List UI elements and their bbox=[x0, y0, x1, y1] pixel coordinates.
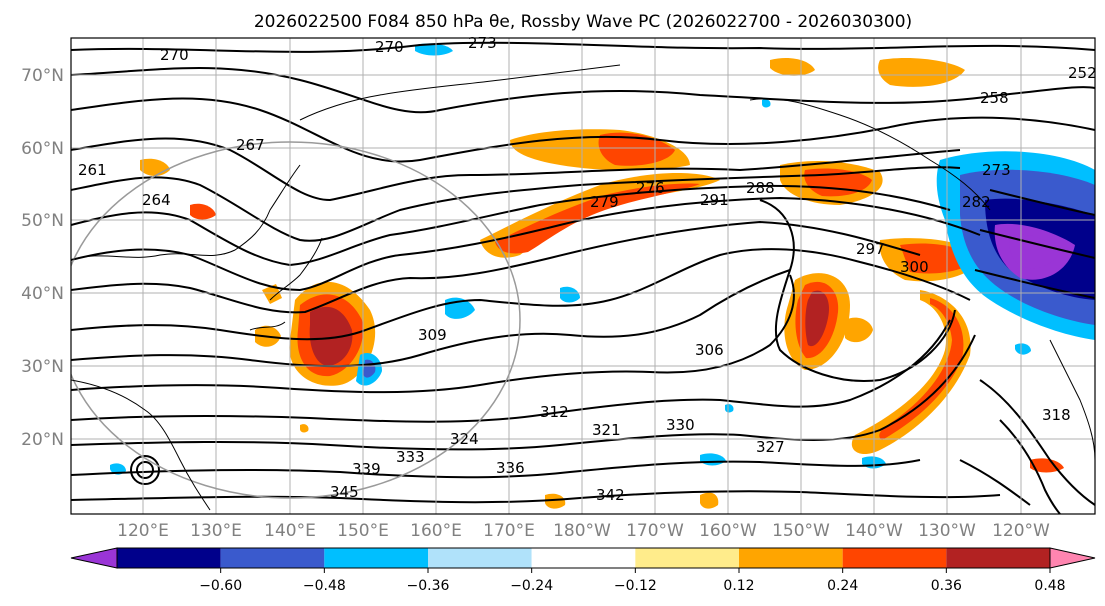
contour-label: 306 bbox=[695, 341, 724, 359]
contour-label: 279 bbox=[590, 193, 619, 211]
contour-label: 333 bbox=[396, 448, 425, 466]
colorbar-segment bbox=[117, 548, 221, 568]
theta-e-contours bbox=[71, 41, 1095, 514]
contour-label: 327 bbox=[756, 438, 785, 456]
lat-label: 30°N bbox=[21, 357, 64, 377]
lat-label: 20°N bbox=[21, 430, 64, 450]
contour-label: 276 bbox=[636, 179, 665, 197]
contour-label: 270 bbox=[160, 46, 189, 64]
map-frame bbox=[70, 37, 1096, 515]
graticule bbox=[71, 38, 1095, 514]
contour-label: 261 bbox=[78, 161, 107, 179]
contour-label: 309 bbox=[418, 326, 447, 344]
contour-label: 264 bbox=[142, 191, 171, 209]
contour-label: 339 bbox=[352, 460, 381, 478]
lat-label: 70°N bbox=[21, 66, 64, 86]
colorbar-tick-label: −0.60 bbox=[199, 578, 242, 594]
contour-label: 252 bbox=[1068, 64, 1097, 82]
contour-label: 321 bbox=[592, 421, 621, 439]
colorbar-segment bbox=[635, 548, 739, 568]
contour-label: 258 bbox=[980, 89, 1009, 107]
lat-label: 40°N bbox=[21, 284, 64, 304]
colorbar-tick-label: −0.24 bbox=[510, 578, 553, 594]
lon-label: 170°E bbox=[483, 521, 535, 541]
lon-label: 140°E bbox=[264, 521, 316, 541]
colorbar-segment bbox=[531, 548, 636, 568]
lon-label: 130°E bbox=[190, 521, 242, 541]
colorbar-tick-label: 0.12 bbox=[723, 578, 754, 594]
colorbar-tick-label: −0.12 bbox=[614, 578, 657, 594]
colorbar-extend-low bbox=[70, 547, 118, 569]
anomaly-shading bbox=[110, 43, 1095, 509]
colorbar-segment bbox=[428, 548, 532, 568]
colorbar-tick-label: 0.48 bbox=[1034, 578, 1065, 594]
contour-label: 330 bbox=[666, 416, 695, 434]
contour-label: 300 bbox=[900, 258, 929, 276]
contour-label: 318 bbox=[1042, 406, 1071, 424]
lon-label: 150°E bbox=[337, 521, 389, 541]
colorbar-tick-label: −0.36 bbox=[407, 578, 450, 594]
colorbar-segment bbox=[739, 548, 843, 568]
colorbar-segment bbox=[324, 548, 428, 568]
lon-label: 120°E bbox=[117, 521, 169, 541]
lon-label: 160°E bbox=[410, 521, 462, 541]
colorbar-segment bbox=[220, 548, 325, 568]
figure-title: 2026022500 F084 850 hPa θe, Rossby Wave … bbox=[254, 12, 912, 32]
contour-label: 270 bbox=[375, 38, 404, 56]
colorbar-tick-label: 0.36 bbox=[931, 578, 962, 594]
contour-label: 273 bbox=[982, 161, 1011, 179]
colorbar-tick-label: −0.48 bbox=[303, 578, 346, 594]
longitude-labels: 120°E 130°E 140°E 150°E 160°E 170°E 180°… bbox=[117, 521, 1050, 541]
colorbar-segment bbox=[842, 548, 947, 568]
lon-label: 150°W bbox=[772, 521, 830, 541]
contour-label: 312 bbox=[540, 403, 569, 421]
contour-label: 288 bbox=[746, 179, 775, 197]
lon-label: 140°W bbox=[845, 521, 903, 541]
colorbar-tick-label: 0.24 bbox=[827, 578, 858, 594]
colorbar-frame bbox=[116, 547, 1051, 569]
coastlines bbox=[71, 64, 1095, 511]
contour-label: 345 bbox=[330, 483, 359, 501]
lon-label: 130°W bbox=[918, 521, 976, 541]
contour-label: 273 bbox=[468, 34, 497, 52]
reference-circle bbox=[71, 141, 521, 499]
lon-label: 180°W bbox=[553, 521, 611, 541]
contour-label: 297 bbox=[856, 240, 885, 258]
map-panel: 270 273 270 252 258 261 264 267 273 279 … bbox=[21, 34, 1097, 541]
contour-label: 336 bbox=[496, 459, 525, 477]
lon-label: 160°W bbox=[699, 521, 757, 541]
lon-label: 120°W bbox=[992, 521, 1050, 541]
lat-label: 50°N bbox=[21, 211, 64, 231]
contour-labels: 270 273 270 252 258 261 264 267 273 279 … bbox=[78, 34, 1097, 504]
colorbar-segment bbox=[946, 548, 1050, 568]
colorbar-extend-high bbox=[1049, 547, 1096, 569]
contour-label: 267 bbox=[236, 136, 265, 154]
contour-label: 324 bbox=[450, 430, 479, 448]
contour-label: 282 bbox=[962, 193, 991, 211]
colorbar: −0.60 −0.48 −0.36 −0.24 −0.12 0.12 0.24 0.36 0.4… bbox=[70, 547, 1096, 594]
latitude-labels: 70°N 60°N 50°N 40°N 30°N 20°N bbox=[21, 66, 64, 450]
contour-label: 291 bbox=[700, 191, 729, 209]
lat-label: 60°N bbox=[21, 139, 64, 159]
contour-label: 342 bbox=[596, 486, 625, 504]
lon-label: 170°W bbox=[626, 521, 684, 541]
